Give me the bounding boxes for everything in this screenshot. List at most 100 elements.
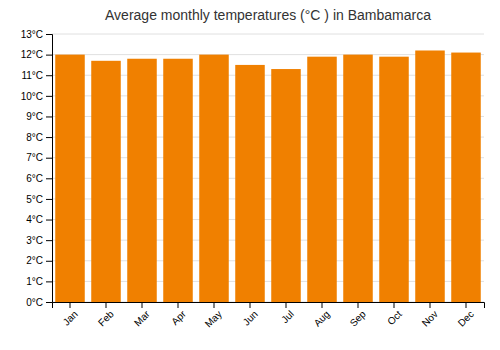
y-tick: 8°C (26, 132, 52, 143)
y-tick: 3°C (26, 235, 52, 246)
tick-label: 10°C (21, 91, 43, 102)
tick-label: 5°C (26, 194, 43, 205)
tick-mark (214, 302, 215, 308)
tick-mark (358, 302, 359, 308)
tick-label: 7°C (26, 152, 43, 163)
bar (199, 55, 229, 302)
tick-label: Mar (132, 308, 152, 328)
tick-label: Aug (312, 308, 332, 328)
tick-label: Sep (348, 308, 369, 329)
tick-label: Jul (279, 308, 296, 325)
x-tick: Feb (96, 302, 116, 328)
x-tick: Oct (385, 302, 404, 327)
bar (451, 53, 481, 302)
tick-mark (46, 281, 52, 282)
y-tick: 5°C (26, 194, 52, 205)
x-tick: Apr (169, 302, 188, 327)
y-tick: 9°C (26, 111, 52, 122)
x-tick: Dec (456, 302, 476, 329)
bar (91, 61, 121, 302)
tick-mark (430, 302, 431, 308)
grid-line (52, 34, 484, 35)
bar (415, 50, 445, 302)
tick-mark (46, 55, 52, 56)
tick-mark (46, 34, 52, 35)
bar (271, 69, 301, 302)
y-tick: 4°C (26, 214, 52, 225)
grid (52, 34, 484, 302)
bar (307, 57, 337, 302)
y-tick: 2°C (26, 255, 52, 266)
x-tick: Nov (420, 302, 440, 329)
tick-mark (286, 302, 287, 308)
tick-mark (46, 220, 52, 221)
x-tick: Sep (348, 302, 369, 329)
y-tick: 1°C (26, 276, 52, 287)
bar (163, 59, 193, 302)
tick-mark (322, 302, 323, 308)
x-tick: Mar (132, 302, 152, 328)
tick-mark (46, 178, 52, 179)
tick-label: Feb (96, 308, 116, 328)
tick-mark (178, 302, 179, 308)
y-tick: 12°C (21, 49, 52, 60)
tick-label: 11°C (21, 70, 43, 81)
title: Average monthly temperatures (°C ) in Ba… (105, 7, 431, 23)
x-tick: Jul (279, 302, 296, 325)
tick-mark (46, 240, 52, 241)
x-tick: Jun (241, 302, 260, 328)
y-tick: 13°C (21, 29, 52, 40)
tick-mark (46, 261, 52, 262)
tick-mark (466, 302, 467, 308)
x-tick: Jan (61, 302, 80, 328)
x-tick: Aug (312, 302, 332, 329)
bars (55, 50, 481, 302)
tick-mark (394, 302, 395, 308)
tick-label: Oct (385, 308, 404, 327)
tick-label: Apr (169, 308, 188, 327)
tick-label: 9°C (26, 111, 43, 122)
y-tick: 7°C (26, 152, 52, 163)
tick-label: 0°C (26, 297, 43, 308)
tick-label: Jun (241, 308, 260, 327)
tick-mark (46, 158, 52, 159)
y-tick: 0°C (26, 297, 52, 308)
tick-label: Dec (456, 308, 476, 328)
tick-mark (106, 302, 107, 308)
tick-label: 8°C (26, 132, 43, 143)
bar (235, 65, 265, 302)
axis-line (53, 303, 485, 309)
tick-label: 13°C (21, 29, 43, 40)
tick-label: 3°C (26, 235, 43, 246)
tick-mark (46, 116, 52, 117)
tick-label: 4°C (26, 214, 43, 225)
tick-mark (142, 302, 143, 308)
bar (127, 59, 157, 302)
tick-mark (46, 137, 52, 138)
tick-label: May (203, 308, 224, 329)
bar (343, 55, 373, 302)
tick-mark (46, 199, 52, 200)
y-tick: 10°C (21, 91, 52, 102)
tick-mark (250, 302, 251, 308)
tick-mark (46, 75, 52, 76)
x-axis: Jan Feb Mar Apr May Jun Jul Aug Sep Oct Nov Dec (53, 302, 485, 330)
y-axis: 0°C 1°C 2°C 3°C 4°C 5°C 6°C 7°C 8°C 9°C 10°C 11°C 12… (21, 29, 53, 308)
tick-mark (46, 302, 52, 303)
tick-label: 12°C (21, 49, 43, 60)
x-tick: May (203, 302, 224, 330)
tick-mark (70, 302, 71, 308)
tick-label: Nov (420, 308, 440, 328)
tick-mark (46, 96, 52, 97)
axis-line (46, 35, 53, 303)
y-tick: 11°C (21, 70, 52, 81)
tick-label: 1°C (26, 276, 43, 287)
tick-label: Jan (61, 308, 80, 327)
bar (379, 57, 409, 302)
plot: 0°C 1°C 2°C 3°C 4°C 5°C 6°C 7°C 8°C 9°C 10°C 11°C 12… (21, 29, 485, 330)
bar (55, 55, 85, 302)
tick-label: 2°C (26, 255, 43, 266)
y-tick: 6°C (26, 173, 52, 184)
chart: 0°C 1°C 2°C 3°C 4°C 5°C 6°C 7°C 8°C 9°C 10°C 11°C 12… (0, 0, 500, 350)
tick-label: 6°C (26, 173, 43, 184)
